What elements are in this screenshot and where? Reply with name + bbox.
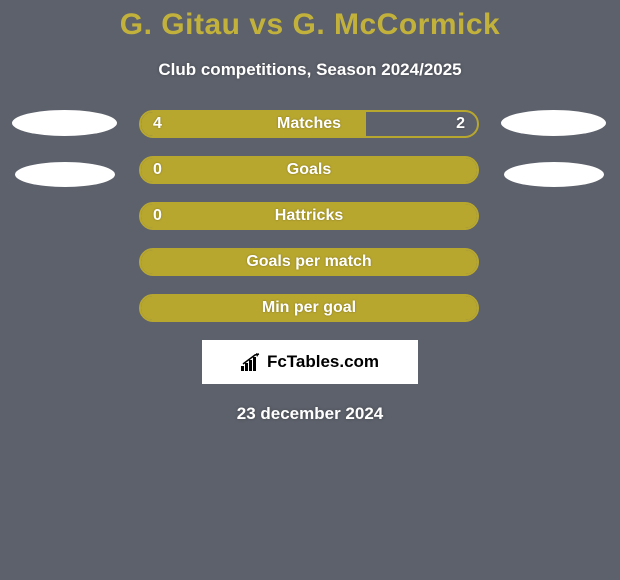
- page-title: G. Gitau vs G. McCormick: [120, 8, 500, 42]
- stat-label: Matches: [277, 115, 341, 133]
- stat-label: Goals per match: [246, 253, 371, 271]
- player-left-avatar-col: [12, 110, 117, 187]
- stat-value-left: 4: [153, 115, 162, 133]
- stat-label: Min per goal: [262, 299, 356, 317]
- stat-label: Goals: [287, 161, 331, 179]
- page-subtitle: Club competitions, Season 2024/2025: [158, 60, 461, 80]
- stat-label: Hattricks: [275, 207, 343, 225]
- stat-pill: Goals per match: [139, 248, 479, 276]
- stat-value-right: 2: [456, 115, 465, 133]
- stat-value-left: 0: [153, 161, 162, 179]
- player-avatar-placeholder: [12, 110, 117, 136]
- player-avatar-placeholder: [15, 162, 115, 187]
- stat-pill: Min per goal: [139, 294, 479, 322]
- comparison-infographic: G. Gitau vs G. McCormick Club competitio…: [0, 0, 620, 580]
- date-text: 23 december 2024: [237, 404, 384, 424]
- stats-column: Matches 4 2 Goals 0 Hattricks 0 Goals per match…: [139, 110, 479, 322]
- logo-text: FcTables.com: [267, 352, 379, 372]
- fctables-logo-icon: [241, 353, 263, 371]
- player-avatar-placeholder: [501, 110, 606, 136]
- stat-value-left: 0: [153, 207, 162, 225]
- logo-box: FcTables.com: [202, 340, 418, 384]
- content-row: Matches 4 2 Goals 0 Hattricks 0 Goals per match…: [0, 110, 620, 322]
- stat-pill: Matches 4 2: [139, 110, 479, 138]
- player-right-avatar-col: [501, 110, 606, 187]
- stat-pill: Hattricks 0: [139, 202, 479, 230]
- player-avatar-placeholder: [504, 162, 604, 187]
- stat-pill: Goals 0: [139, 156, 479, 184]
